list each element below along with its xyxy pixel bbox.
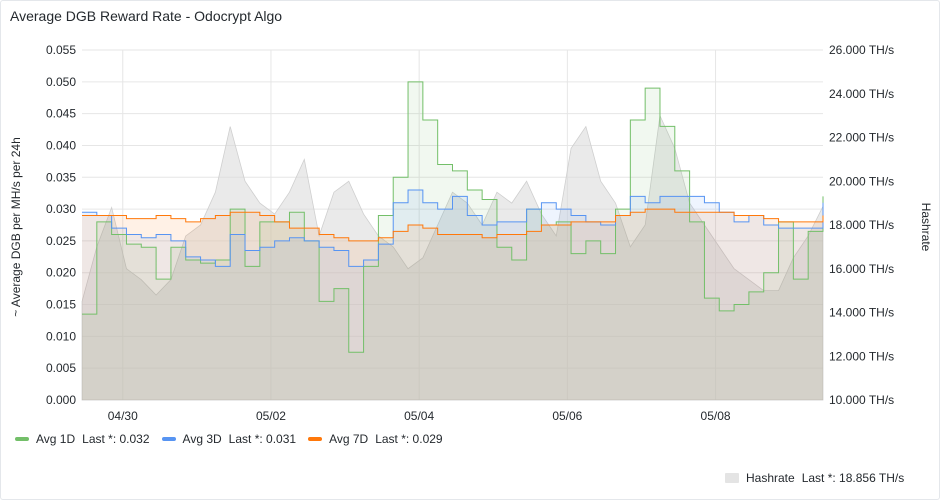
legend: Avg 1D Last *: 0.032 Avg 3D Last *: 0.03… bbox=[15, 432, 455, 446]
left-tick-label: 0.005 bbox=[46, 361, 76, 375]
left-tick-label: 0.050 bbox=[46, 75, 76, 89]
right-tick-label: 20.000 TH/s bbox=[829, 174, 894, 188]
legend-stat: Last *: 0.032 bbox=[82, 432, 150, 446]
series-fills bbox=[82, 81, 823, 401]
legend-label: Avg 7D bbox=[329, 432, 369, 446]
right-tick-label: 22.000 TH/s bbox=[829, 131, 894, 145]
right-tick-label: 12.000 TH/s bbox=[829, 349, 894, 363]
avg-1d-line bbox=[82, 81, 824, 353]
left-tick-label: 0.020 bbox=[46, 266, 76, 280]
right-tick-label: 26.000 TH/s bbox=[829, 43, 894, 57]
left-tick-label: 0.045 bbox=[46, 107, 76, 121]
legend-item-hashrate[interactable]: Hashrate Last *: 18.856 TH/s bbox=[725, 471, 904, 485]
x-tick-label: 05/08 bbox=[701, 409, 731, 423]
avg-1d-fill bbox=[82, 81, 823, 401]
legend-label: Avg 3D bbox=[182, 432, 222, 446]
right-tick-label: 14.000 TH/s bbox=[829, 306, 894, 320]
left-tick-label: 0.040 bbox=[46, 138, 76, 152]
right-tick-label: 24.000 TH/s bbox=[829, 87, 894, 101]
avg-7d-fill bbox=[82, 209, 823, 400]
legend-swatch bbox=[725, 473, 739, 483]
legend-stat: Last *: 18.856 TH/s bbox=[801, 471, 905, 485]
left-axis-title: ~ Average DGB per MH/s per 24h bbox=[9, 137, 23, 317]
x-axis-ticks: 04/30 05/02 05/04 05/06 05/08 bbox=[108, 409, 731, 423]
legend-item-avg-3d[interactable]: Avg 3D Last *: 0.031 bbox=[161, 432, 297, 446]
legend-stat: Last *: 0.029 bbox=[375, 432, 443, 446]
legend-right: Hashrate Last *: 18.856 TH/s bbox=[725, 471, 916, 485]
left-tick-label: 0.055 bbox=[46, 43, 76, 57]
legend-item-avg-7d[interactable]: Avg 7D Last *: 0.029 bbox=[308, 432, 443, 446]
left-tick-label: 0.000 bbox=[46, 393, 76, 407]
legend-label: Avg 1D bbox=[36, 432, 76, 446]
x-tick-label: 05/04 bbox=[404, 409, 434, 423]
legend-stat: Last *: 0.031 bbox=[228, 432, 297, 446]
avg-7d-line bbox=[82, 208, 824, 242]
legend-label: Hashrate bbox=[746, 471, 795, 485]
legend-swatch bbox=[15, 437, 29, 441]
hashrate-series bbox=[81, 114, 824, 401]
series-lines bbox=[82, 81, 824, 353]
left-axis-ticks: 0.000 0.005 0.010 0.015 0.020 0.025 0.030 0.035… bbox=[46, 43, 76, 407]
panel-title[interactable]: Average DGB Reward Rate - Odocrypt Algo bbox=[10, 8, 283, 24]
hashrate-area bbox=[81, 114, 824, 401]
right-tick-label: 10.000 TH/s bbox=[829, 393, 894, 407]
x-tick-label: 05/02 bbox=[256, 409, 286, 423]
x-tick-label: 04/30 bbox=[108, 409, 138, 423]
left-tick-label: 0.035 bbox=[46, 170, 76, 184]
right-tick-label: 18.000 TH/s bbox=[829, 218, 894, 232]
avg-3d-fill bbox=[82, 190, 823, 400]
left-tick-label: 0.025 bbox=[46, 234, 76, 248]
right-tick-label: 16.000 TH/s bbox=[829, 262, 894, 276]
right-axis-title: Hashrate bbox=[919, 203, 933, 252]
legend-swatch bbox=[161, 437, 176, 441]
left-tick-label: 0.010 bbox=[46, 329, 76, 343]
legend-swatch bbox=[308, 437, 323, 441]
left-tick-label: 0.030 bbox=[46, 202, 76, 216]
x-tick-label: 05/06 bbox=[552, 409, 582, 423]
right-axis-ticks: 10.000 TH/s 12.000 TH/s 14.000 TH/s 16.000 … bbox=[829, 43, 894, 407]
left-tick-label: 0.015 bbox=[46, 298, 76, 312]
avg-3d-line bbox=[82, 189, 824, 267]
legend-item-avg-1d[interactable]: Avg 1D Last *: 0.032 bbox=[15, 432, 150, 446]
